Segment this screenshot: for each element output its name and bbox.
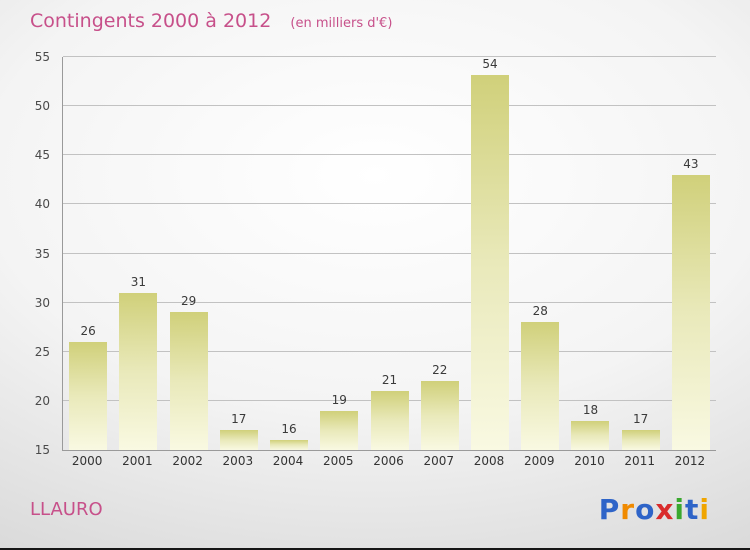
bar [370,391,409,450]
bar [671,174,710,450]
y-tick-label: 40 [34,197,50,212]
bar-value-label: 18 [582,402,599,417]
x-tick-label: 2012 [674,454,706,468]
y-tick-label: 15 [34,443,50,457]
x-tick-label: 2003 [222,454,254,468]
logo-letter: t [685,493,700,526]
plot-area: 26 31 29 17 16 19 21 22 54 28 18 17 43 [62,56,716,451]
chart-subtitle: (en milliers d'€) [290,16,393,31]
logo-letter: r [620,493,636,526]
bar-group: 18 [565,57,615,450]
x-tick-label: 2000 [71,454,103,468]
bar [69,341,108,450]
chart-header: Contingents 2000 à 2012 (en milliers d'€… [30,10,392,32]
bar-group: 31 [113,57,163,450]
bar [571,420,610,450]
bar-group: 17 [214,57,264,450]
y-tick-label: 50 [34,99,50,114]
logo-letter: x [655,493,675,526]
bar [169,312,208,450]
gridline [63,350,716,352]
y-tick-label: 35 [34,246,50,261]
bar-value-label: 29 [180,294,197,309]
gridline [63,252,716,254]
bar-value-label: 17 [231,412,247,427]
bar-group: 19 [314,57,364,450]
bar-value-label: 31 [130,274,146,289]
x-tick-label: 2006 [373,454,404,468]
bar-value-label: 26 [80,323,96,338]
x-tick-label: 2007 [423,454,455,468]
bar-group: 28 [515,57,565,450]
x-axis: 2000 2001 2002 2003 2004 2005 2006 2007 2008 2009… [62,454,715,468]
proxiti-logo: Proxiti [599,493,710,526]
x-tick-label: 2011 [624,454,655,468]
x-tick-label: 2009 [523,454,555,468]
y-tick-label: 55 [34,50,50,64]
logo-letter: i [699,493,710,526]
x-tick-label: 2010 [574,454,605,468]
bar-group: 54 [465,57,515,450]
bar-group: 21 [364,57,414,450]
y-tick-label: 20 [34,393,50,408]
gridline [63,56,716,57]
bar [621,430,660,450]
y-tick-label: 25 [34,344,50,359]
bar-value-label: 21 [381,373,398,388]
location-label: LLAURO [30,499,103,520]
bar-value-label: 28 [532,304,548,319]
y-tick-label: 30 [34,295,50,310]
x-tick-label: 2002 [172,454,203,468]
bar [470,75,509,450]
y-tick-label: 45 [34,148,50,163]
logo-letter: o [635,493,656,526]
bar-group: 29 [163,57,213,450]
gridline [63,154,716,156]
x-tick-label: 2005 [323,454,354,468]
x-tick-label: 2004 [272,454,304,468]
bar-group: 17 [616,57,666,450]
logo-letter: i [674,493,685,526]
bar [270,440,309,450]
x-tick-label: 2001 [122,454,153,468]
x-tick-label: 2008 [473,454,505,468]
y-axis: 15 20 25 30 35 40 45 50 55 [0,50,56,457]
bar-value-label: 22 [432,363,448,378]
bar-value-label: 16 [281,422,297,437]
bar [420,381,459,450]
bar-group: 16 [264,57,314,450]
bars: 26 31 29 17 16 19 21 22 54 28 18 17 43 [63,57,716,450]
bar [119,292,158,450]
bar [219,430,258,450]
bar [320,410,359,450]
gridline [63,105,716,107]
bar-value-label: 54 [482,57,498,71]
gridline [63,301,716,303]
bar-value-label: 17 [633,412,649,427]
bar-value-label: 19 [331,392,347,407]
bar-value-label: 43 [683,156,699,171]
chart-title: Contingents 2000 à 2012 [30,10,272,32]
bar-group: 22 [415,57,465,450]
bar [521,322,560,450]
logo-letter: P [598,493,621,526]
gridline [63,203,716,205]
bar-group: 43 [666,57,716,450]
bar-group: 26 [63,57,113,450]
